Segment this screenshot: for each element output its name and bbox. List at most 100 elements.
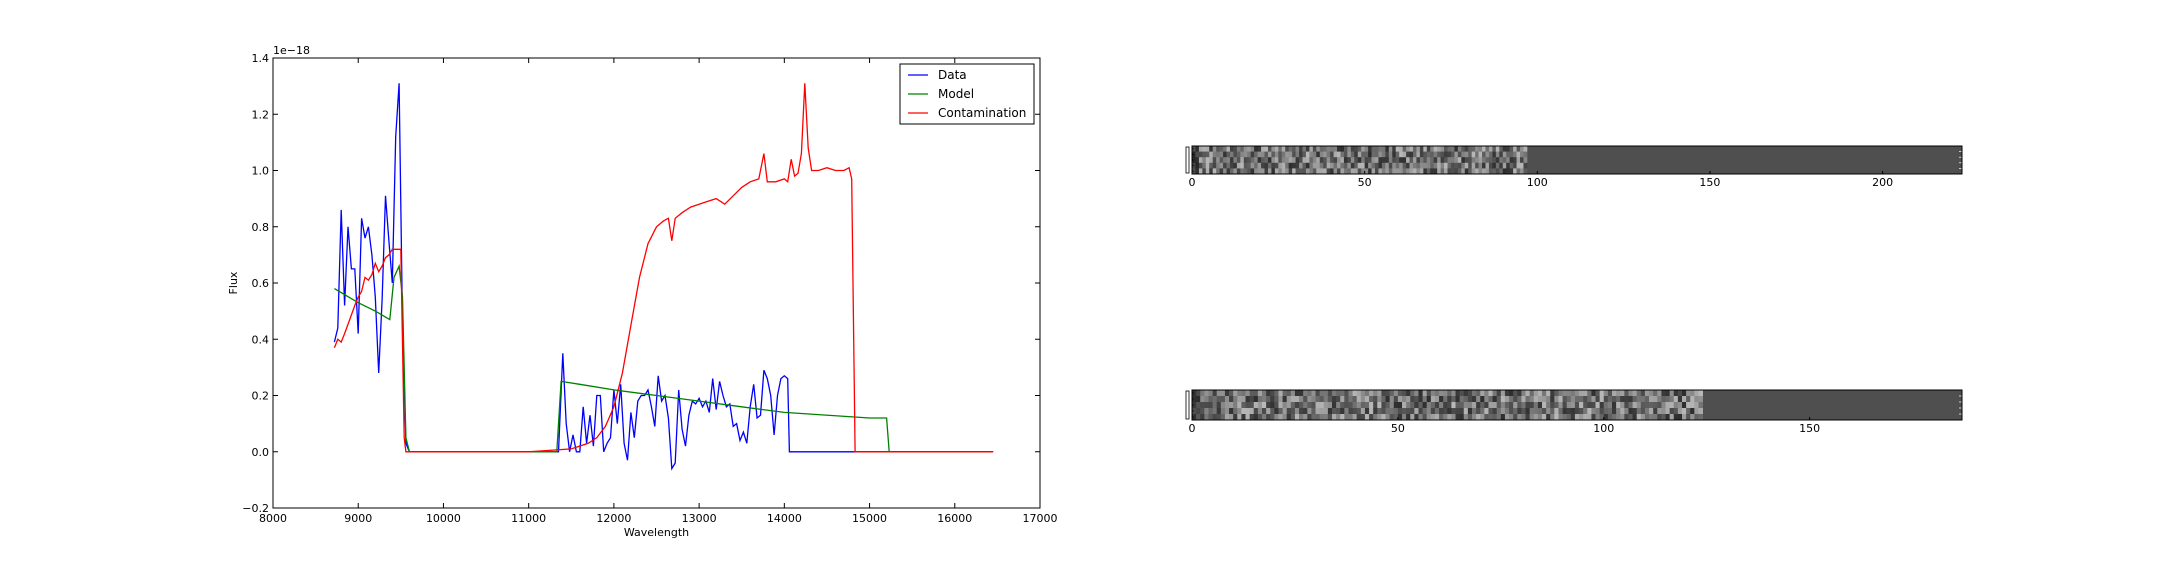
image-pixel (1267, 151, 1272, 158)
image-pixel (1484, 402, 1489, 409)
image-pixel (1478, 157, 1483, 164)
image-pixel (1257, 414, 1263, 421)
image-pixel (1492, 168, 1497, 175)
image-pixel (1290, 396, 1296, 403)
image-pixel (1686, 396, 1691, 403)
image-pixel (1229, 162, 1234, 169)
image-pixel (1216, 146, 1221, 152)
image-pixel (1476, 414, 1481, 421)
image-pixel (1223, 162, 1227, 169)
image-pixel (1250, 157, 1255, 164)
image-pixel (1471, 146, 1476, 152)
image-pixel (1356, 396, 1362, 403)
image-pixel (1326, 146, 1331, 152)
image-pixel (1558, 396, 1563, 403)
image-pixel (1212, 408, 1218, 415)
image-pixel (1361, 151, 1366, 158)
image-pixel (1677, 414, 1683, 421)
y-tick-label: −0.2 (242, 502, 269, 515)
image-pixel (1233, 146, 1238, 152)
image-pixel (1478, 151, 1483, 158)
image-pixel (1409, 151, 1414, 158)
image-pixel (1241, 402, 1246, 409)
image-pixel (1451, 414, 1456, 421)
image-pixel (1409, 168, 1414, 175)
image-pixel (1198, 162, 1203, 169)
image-pixel (1464, 151, 1469, 158)
image-pixel (1368, 146, 1372, 152)
image-pixel (1233, 408, 1238, 415)
image-pixel (1216, 390, 1222, 397)
image-pixel (1202, 151, 1207, 158)
image-pixel (1312, 151, 1317, 158)
image-pixel (1443, 390, 1448, 397)
image-pixel (1471, 157, 1476, 164)
image-pixel (1467, 402, 1473, 409)
image-pixel (1237, 396, 1242, 403)
image-pixel (1410, 402, 1415, 409)
image-pixel (1299, 414, 1304, 421)
image-pixel (1439, 396, 1444, 403)
image-pixel (1495, 151, 1500, 158)
image-pixel (1236, 162, 1241, 169)
image-pixel (1196, 408, 1201, 415)
image-pixel (1352, 402, 1358, 409)
image-pixel (1574, 402, 1580, 409)
image-pixel (1414, 402, 1419, 409)
image-pixel (1208, 414, 1213, 421)
image-pixel (1459, 390, 1465, 397)
image-pixel (1261, 151, 1265, 158)
image-pixel (1305, 151, 1310, 158)
image-pixel (1307, 408, 1312, 415)
image-pixel (1495, 157, 1500, 164)
image-pixel (1266, 390, 1271, 397)
image-pixel (1254, 157, 1258, 164)
image-pixel (1299, 396, 1304, 403)
image-pixel (1579, 390, 1584, 397)
image-pixel (1312, 162, 1317, 169)
image-pixel (1591, 408, 1596, 415)
image-pixel (1653, 390, 1658, 397)
image-pixel (1354, 168, 1359, 175)
image-pixel (1488, 414, 1493, 421)
image-pixel (1253, 402, 1259, 409)
image-pixel (1546, 396, 1551, 403)
image-pixel (1348, 390, 1353, 397)
x-tick-label: 10000 (426, 512, 461, 525)
image-pixel (1649, 402, 1654, 409)
image-pixel (1305, 157, 1310, 164)
image-pixel (1262, 408, 1267, 415)
image-pixel (1464, 146, 1469, 152)
image-pixel (1348, 408, 1353, 415)
image-pixel (1649, 396, 1654, 403)
image-pixel (1267, 157, 1272, 164)
image-pixel (1333, 146, 1338, 152)
image-pixel (1254, 168, 1258, 175)
image-pixel (1302, 157, 1307, 164)
image-pixel (1253, 414, 1259, 421)
image-pixel (1377, 408, 1382, 415)
image-pixel (1661, 408, 1666, 415)
image-pixel (1312, 146, 1317, 152)
image-pixel (1381, 390, 1386, 397)
image-pixel (1389, 402, 1395, 409)
x-tick-label: 11000 (511, 512, 546, 525)
x-tick-label: 150 (1699, 176, 1720, 189)
image-pixel (1484, 408, 1489, 415)
image-pixel (1241, 408, 1246, 415)
image-pixel (1423, 146, 1428, 152)
image-pixel (1482, 146, 1486, 152)
image-pixel (1509, 390, 1514, 397)
image-pixel (1312, 157, 1317, 164)
image-pixel (1447, 414, 1452, 421)
image-pixel (1450, 157, 1455, 164)
y-tick-label: 0.6 (252, 277, 270, 290)
image-pixel (1422, 414, 1428, 421)
x-tick-label: 16000 (937, 512, 972, 525)
image-pixel (1224, 408, 1230, 415)
image-pixel (1316, 151, 1321, 158)
image-pixel (1520, 151, 1524, 158)
image-pixel (1595, 408, 1601, 415)
image-pixel (1236, 151, 1241, 158)
image-pixel (1482, 162, 1486, 169)
